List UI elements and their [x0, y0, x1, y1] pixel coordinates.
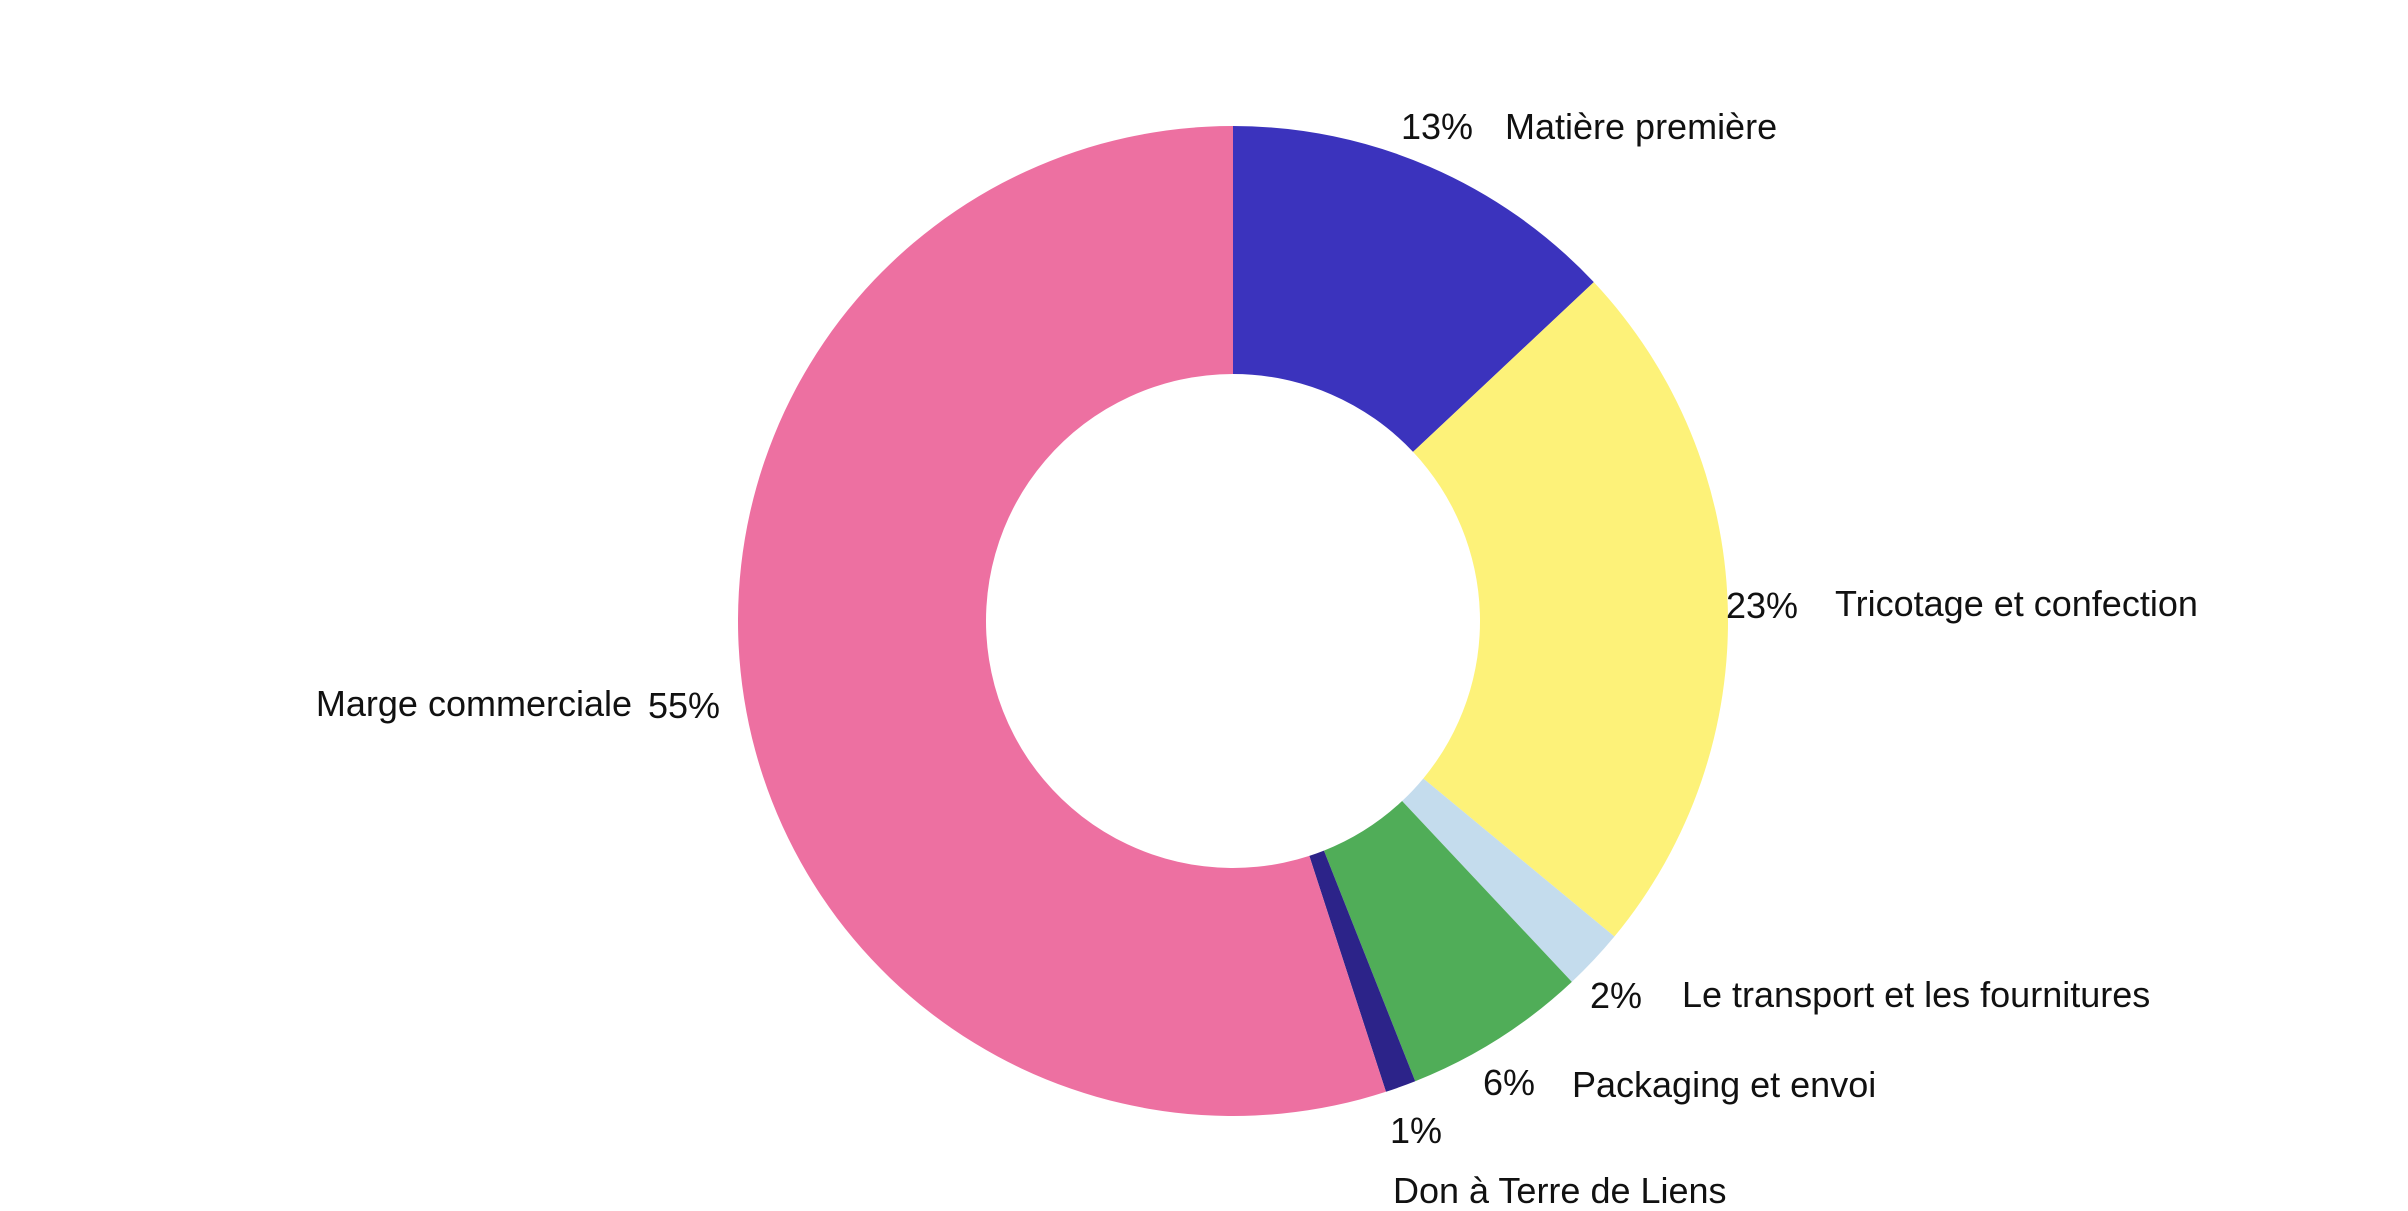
- slice-name-label-don: Don à Terre de Liens: [1393, 1170, 1727, 1206]
- donut-slice-matiere-premiere: [1233, 126, 1594, 452]
- donut-slice-le-transport-et-les-fournitures: [1402, 778, 1615, 982]
- slice-name-label-transport: Le transport et les fournitures: [1682, 974, 2150, 1015]
- slice-name-label-matiere-premiere: Matière première: [1505, 106, 1777, 147]
- donut-slice-tricotage-et-confection: [1413, 282, 1729, 937]
- labels-group: 13% Matière première 23% Tricotage et co…: [316, 106, 2198, 1211]
- slices-group: [738, 126, 1729, 1116]
- donut-slice-marge-commerciale: [738, 126, 1386, 1116]
- slice-value-label-matiere-premiere: 13%: [1401, 106, 1473, 147]
- slice-value-label-transport: 2%: [1590, 975, 1642, 1016]
- donut-slice-packaging-et-envoi: [1323, 801, 1572, 1082]
- slice-value-label-tricotage: 23%: [1726, 585, 1798, 626]
- donut-slice-don-a-terre-de-liens: [1309, 850, 1416, 1092]
- slice-value-label-packaging: 6%: [1483, 1062, 1535, 1103]
- slice-value-label-marge: 55%: [648, 685, 720, 726]
- slice-value-label-don: 1%: [1390, 1110, 1442, 1151]
- slice-name-label-packaging: Packaging et envoi: [1572, 1064, 1876, 1105]
- slice-name-label-tricotage: Tricotage et confection: [1835, 583, 2198, 624]
- slice-name-label-marge: Marge commerciale: [316, 683, 632, 724]
